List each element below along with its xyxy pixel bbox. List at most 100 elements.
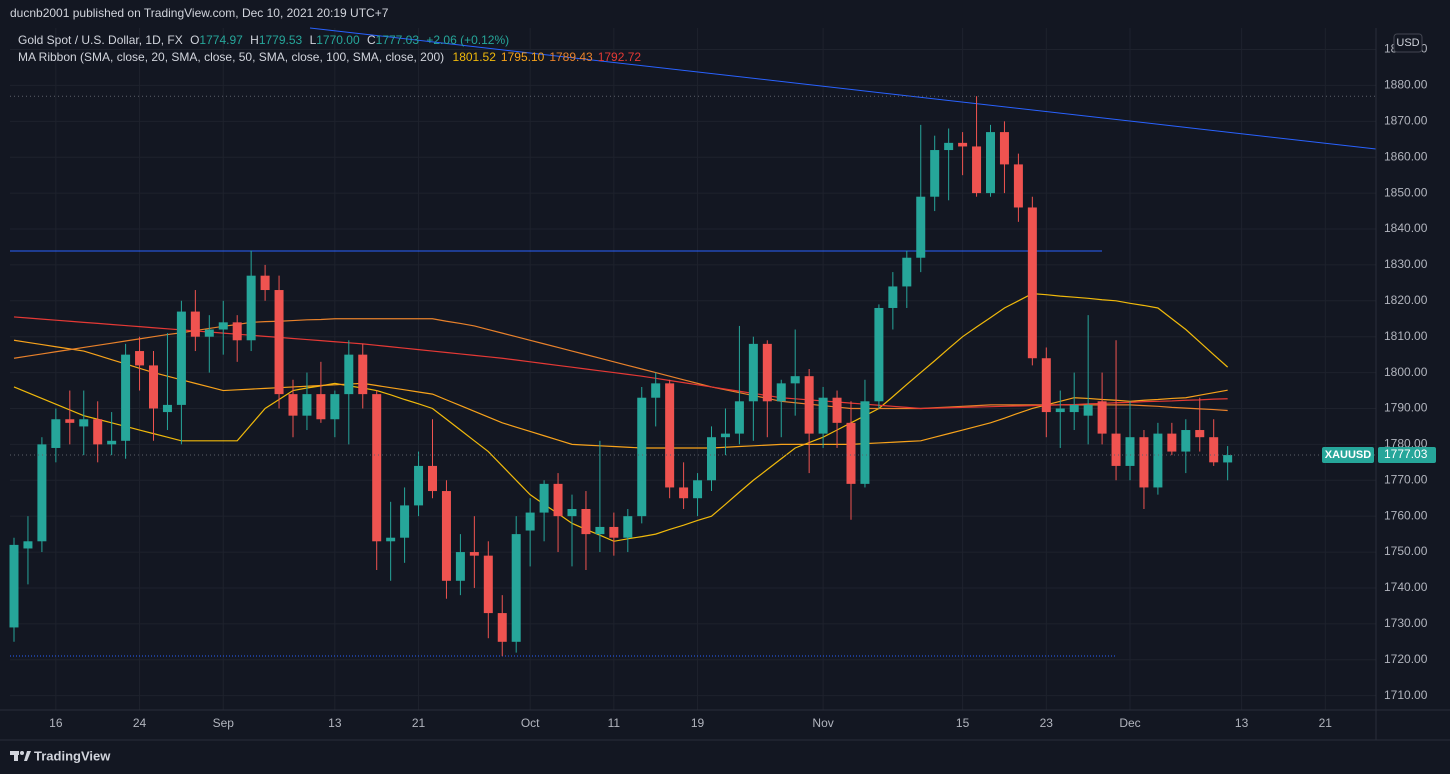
x-tick-label: 11	[608, 716, 621, 730]
indicator-legend: MA Ribbon (SMA, close, 20, SMA, close, 5…	[18, 50, 641, 64]
candle-body	[344, 354, 354, 395]
candle-body	[386, 537, 396, 542]
candle-body	[232, 322, 242, 341]
x-tick-label: 19	[691, 716, 705, 730]
candle-body	[609, 526, 619, 538]
logo-part	[14, 751, 18, 761]
symbol-legend: Gold Spot / U.S. Dollar, 1D, FX O1774.97…	[18, 33, 509, 47]
price-tag-label: 1777.03	[1384, 447, 1428, 461]
candle-body	[958, 142, 968, 147]
candle-body	[1097, 401, 1107, 434]
candle-body	[539, 483, 549, 513]
candle-body	[107, 440, 117, 445]
candle-body	[469, 552, 479, 556]
candle-body	[1055, 408, 1065, 413]
drawings	[10, 27, 1377, 657]
symbol: Gold Spot / U.S. Dollar, 1D, FX	[18, 33, 183, 47]
x-tick-label: 21	[412, 716, 426, 730]
indicator-value: 1792.72	[598, 50, 642, 64]
y-tick-label: 1880.00	[1384, 78, 1428, 92]
y-tick-label: 1790.00	[1384, 401, 1428, 415]
ohlc-key: L	[310, 33, 317, 47]
candle-body	[707, 437, 716, 481]
candle-body	[623, 516, 633, 538]
candle-body	[748, 343, 758, 402]
candle-body	[1209, 437, 1219, 463]
candle-body	[665, 383, 675, 488]
candle-body	[79, 419, 89, 427]
candle-body	[637, 397, 647, 517]
candle-body	[860, 401, 870, 484]
ma-line	[13, 318, 1228, 412]
logo-part	[24, 751, 31, 761]
candle-body	[274, 290, 284, 395]
candle-body	[734, 401, 744, 434]
candle-body	[776, 383, 786, 402]
candle-body	[162, 404, 172, 413]
publisher-line: ducnb2001 published on TradingView.com, …	[10, 6, 389, 20]
ohlc-value: 1774.97	[199, 33, 243, 47]
candle-body	[149, 365, 158, 409]
candle-body	[804, 376, 814, 434]
y-tick-label: 1800.00	[1384, 365, 1428, 379]
ma-line	[13, 339, 1228, 449]
candle-body	[1139, 437, 1149, 488]
candle-body	[246, 275, 256, 341]
candle-body	[972, 146, 982, 194]
labels: 1710.00 1720.00 1730.00 1740.00 1750.00 1760.…	[49, 42, 1436, 730]
candle-body	[1223, 455, 1233, 463]
currency-label[interactable]: USD	[1396, 37, 1419, 49]
candle-body	[720, 433, 730, 438]
ma-line	[13, 316, 1228, 410]
candle-body	[693, 480, 703, 499]
grid	[10, 28, 1376, 710]
candle-body	[1167, 433, 1177, 452]
candle-body	[986, 132, 995, 194]
candle-body	[414, 465, 424, 506]
ohlc-key: C	[367, 33, 376, 47]
y-tick-label: 1830.00	[1384, 257, 1428, 271]
candle-body	[37, 444, 47, 542]
candle-body	[455, 552, 465, 581]
candle-body	[762, 343, 772, 402]
y-tick-label: 1740.00	[1384, 580, 1428, 594]
candle-body	[93, 419, 103, 445]
y-tick-label: 1810.00	[1384, 329, 1428, 343]
candle-body	[651, 383, 661, 398]
indicator-value: 1795.10	[501, 50, 545, 64]
x-tick-label: Sep	[213, 716, 235, 730]
candle-body	[1111, 433, 1121, 466]
logo-part	[20, 751, 24, 755]
candle-body	[916, 196, 926, 258]
candle-body	[497, 613, 507, 642]
candle-body	[288, 394, 298, 416]
candle-body	[567, 508, 577, 517]
candle-body	[302, 394, 312, 416]
currency-badge[interactable]	[1393, 33, 1423, 53]
footer-brand: TradingView	[34, 748, 111, 763]
candle-body	[23, 541, 33, 549]
indicator-value: 1801.52	[453, 50, 497, 64]
candle-body	[190, 311, 200, 337]
y-tick-label: 1840.00	[1384, 221, 1428, 235]
y-tick-label: 1860.00	[1384, 149, 1428, 163]
plot	[9, 95, 1376, 657]
x-tick-label: 15	[956, 716, 970, 730]
candle-body	[1125, 437, 1135, 466]
candle-body	[441, 491, 451, 581]
y-tick-label: 1730.00	[1384, 616, 1428, 630]
candle-body	[260, 275, 270, 291]
symbol-tag-label: XAUUSD	[1325, 449, 1372, 461]
candle-body	[428, 465, 437, 492]
trend-line	[309, 27, 1377, 150]
candle-body	[1181, 430, 1191, 452]
x-tick-label: Oct	[521, 716, 540, 730]
candle-body	[1153, 433, 1163, 488]
y-tick-label: 1850.00	[1384, 185, 1428, 199]
footer-logo	[10, 751, 31, 761]
candle-body	[1195, 430, 1205, 438]
candle-body	[65, 419, 75, 423]
candle-body	[400, 505, 410, 538]
x-tick-label: 24	[133, 716, 147, 730]
candle-body	[553, 483, 563, 517]
